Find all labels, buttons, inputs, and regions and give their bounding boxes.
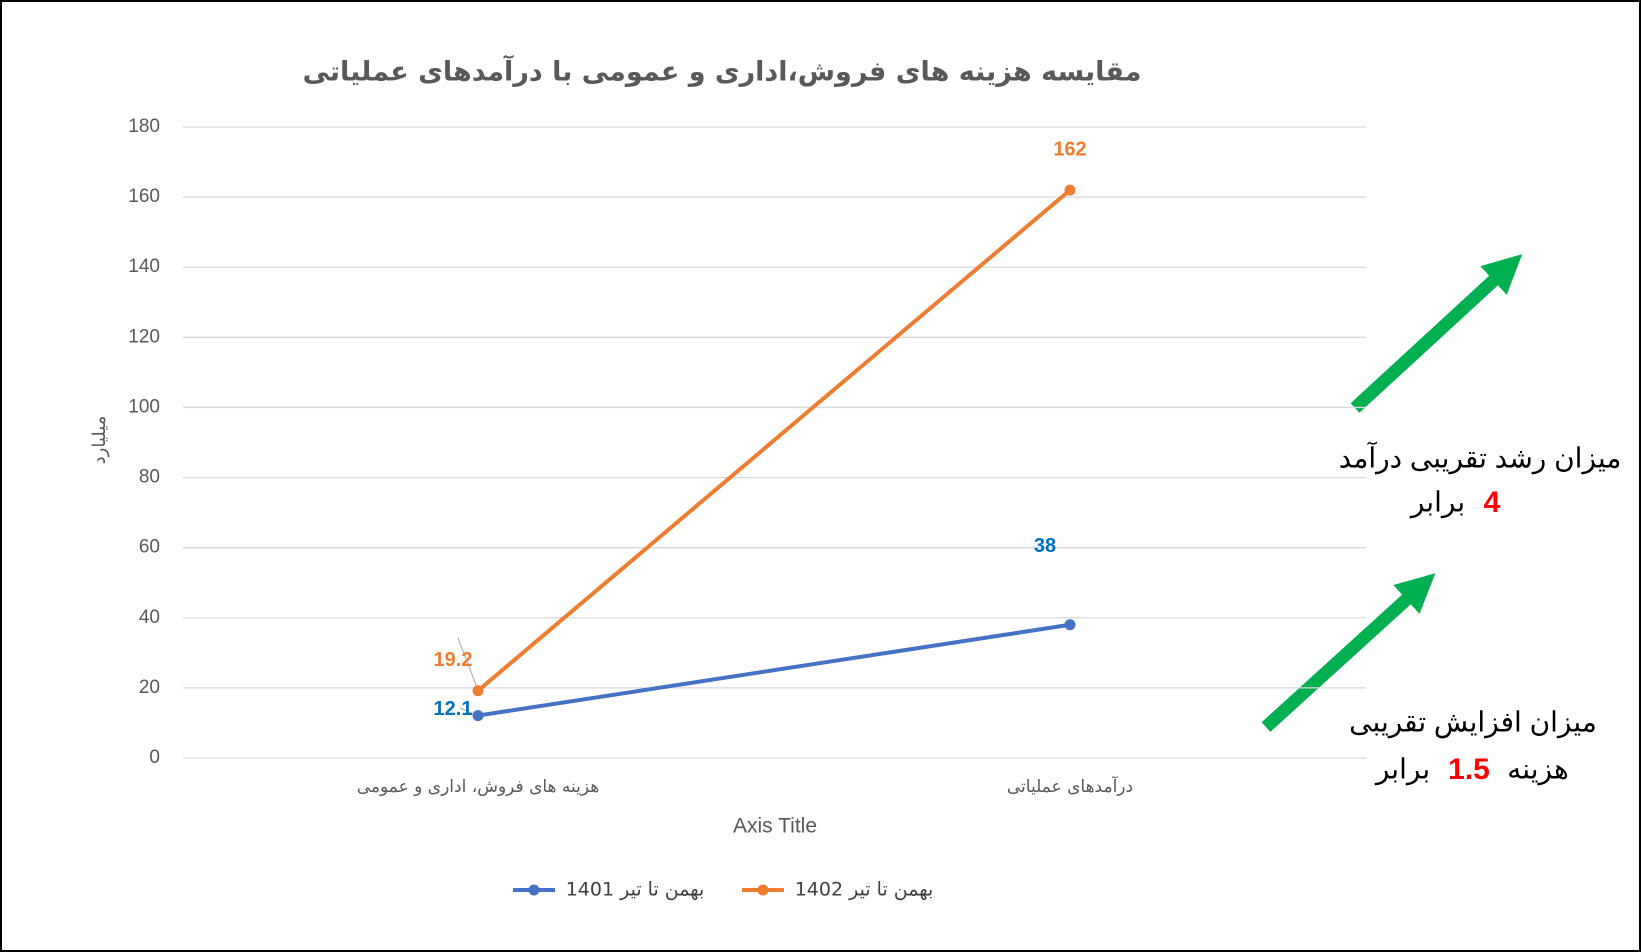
annotation: میزان رشد تقریبی درآمد — [1339, 440, 1622, 474]
x-axis-title: Axis Title — [733, 815, 817, 838]
data-label: 19.2 — [434, 649, 473, 671]
legend-label: بهمن تا تیر 1402 — [795, 879, 934, 901]
chart-title: مقایسه هزینه های فروش،اداری و عمومی با د… — [303, 55, 1142, 88]
point — [1064, 184, 1076, 196]
annotation: برابر — [1409, 486, 1465, 518]
y-tick-label: 100 — [128, 396, 160, 417]
y-tick-label: 140 — [128, 256, 160, 277]
legend-marker — [757, 884, 769, 896]
data-label: 12.1 — [434, 698, 473, 720]
point — [1064, 619, 1076, 631]
y-tick-label: 0 — [149, 747, 160, 768]
annotation-highlight: 1.5 — [1448, 753, 1490, 786]
y-tick-label: 40 — [139, 607, 160, 628]
data-label: 38 — [1034, 535, 1056, 557]
x-tick-label: درآمدهای عملیاتی — [1007, 775, 1133, 797]
leader-line — [457, 637, 479, 691]
annotation: هزینه — [1507, 753, 1568, 785]
series-line — [477, 622, 1071, 718]
point — [472, 710, 484, 722]
y-tick-label: 160 — [128, 186, 160, 207]
annotation: میزان افزایش تقریبی — [1349, 706, 1597, 738]
legend-marker — [528, 884, 540, 896]
y-tick-label: 80 — [139, 467, 160, 488]
point — [472, 685, 484, 697]
y-axis-title: میلیارد — [89, 416, 110, 465]
arrow — [1261, 573, 1436, 732]
annotation: برابر — [1374, 753, 1430, 785]
y-tick-label: 180 — [128, 116, 160, 137]
annotation-highlight: 4 — [1484, 486, 1501, 519]
legend-label: بهمن تا تیر 1401 — [566, 879, 705, 901]
y-tick-label: 120 — [128, 326, 160, 347]
arrow — [1350, 254, 1523, 413]
y-tick-label: 60 — [139, 537, 160, 558]
x-tick-label: هزینه های فروش، اداری و عمومی — [357, 777, 600, 797]
data-label: 162 — [1053, 138, 1086, 160]
series-line — [476, 188, 1072, 693]
y-tick-label: 20 — [139, 677, 160, 698]
